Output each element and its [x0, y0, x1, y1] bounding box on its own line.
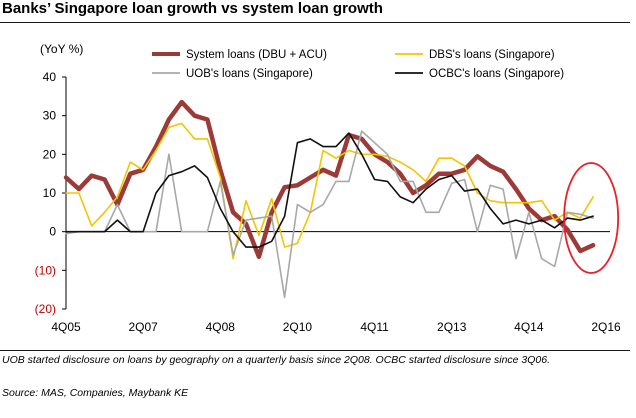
y-axis-label: (YoY %) — [40, 42, 83, 56]
x-tick-label: 2Q10 — [283, 320, 313, 334]
y-tick-label: 40 — [43, 70, 57, 84]
chart-title: Banks’ Singapore loan growth vs system l… — [2, 0, 383, 17]
legend-label: UOB's loans (Singapore) — [186, 68, 313, 80]
y-tick-label: (10) — [35, 263, 56, 277]
series-line-ocbc-s-loans-singapore — [65, 132, 594, 248]
y-tick-label: (20) — [35, 302, 56, 316]
footer-divider — [0, 350, 630, 351]
series-line-uob-s-loans-singapore — [65, 130, 594, 299]
x-tick-label: 4Q08 — [206, 320, 236, 334]
y-tick-label: 20 — [43, 147, 57, 161]
y-tick-label: 30 — [43, 109, 57, 123]
x-tick-label: 4Q05 — [51, 320, 81, 334]
disclosure-note: UOB started disclosure on loans by geogr… — [2, 354, 551, 366]
y-tick-label: 10 — [43, 186, 57, 200]
highlight-ellipse — [563, 162, 620, 274]
series-line-dbs-s-loans-singapore — [65, 122, 594, 260]
legend-label: DBS's loans (Singapore) — [429, 49, 555, 61]
x-tick-label: 4Q14 — [514, 320, 544, 334]
y-tick-label: 0 — [49, 225, 56, 239]
x-tick-label: 2Q16 — [591, 320, 621, 334]
series-line-system-loans-dbu-acu — [63, 99, 596, 260]
line-chart: (YoY %) 40 30 20 10 0 (10) (20) 4Q05 2Q07 4Q08 2Q10… — [35, 42, 621, 334]
x-tick-label: 4Q11 — [360, 320, 389, 334]
source-note: Source: MAS, Companies, Maybank KE — [2, 387, 189, 399]
x-tick-label: 2Q07 — [128, 320, 158, 334]
legend-label: System loans (DBU + ACU) — [186, 49, 327, 61]
x-tick-label: 2Q13 — [437, 320, 467, 334]
legend-label: OCBC's loans (Singapore) — [429, 68, 564, 80]
title-divider — [0, 22, 630, 23]
